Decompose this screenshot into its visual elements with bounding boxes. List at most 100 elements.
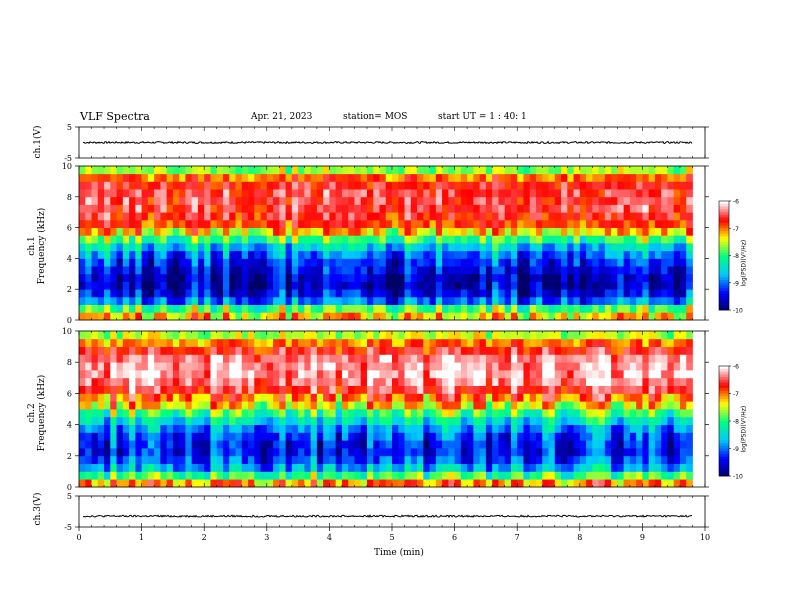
spectrogram-cell [648, 331, 656, 340]
spectrogram-cell [304, 385, 312, 394]
spectrogram-cell [504, 338, 512, 347]
spectrogram-cell [273, 281, 280, 290]
spectrogram-cell [586, 424, 593, 433]
spectrogram-cell [617, 250, 625, 259]
spectrogram-cell [398, 455, 405, 464]
spectrogram-cell [617, 440, 625, 449]
spectrogram-cell [360, 401, 368, 410]
spectrogram-cell [366, 304, 374, 313]
spectrogram-cell [191, 338, 199, 347]
spectrogram-cell [542, 362, 549, 371]
spectrogram-cell [586, 362, 593, 371]
spectrogram-cell [116, 393, 124, 402]
spectrogram-cell [517, 370, 524, 379]
spectrogram-cell [573, 173, 581, 182]
spectrogram-cell [147, 455, 155, 464]
spectrogram-cell [517, 432, 524, 441]
spectrogram-cell [467, 401, 474, 410]
spectrogram-cell [442, 281, 449, 290]
spectrogram-cell [229, 243, 236, 252]
spectrogram-cell [473, 173, 481, 182]
spectrogram-cell [341, 409, 349, 418]
spectrogram-cell [197, 219, 205, 228]
spectrogram-cell [141, 377, 149, 386]
spectrogram-cell [310, 455, 318, 464]
spectrogram-cell [354, 189, 362, 198]
spectrogram-cell [310, 289, 318, 298]
spectrogram-cell [248, 479, 255, 488]
spectrogram-cell [529, 338, 537, 347]
spectrogram-cell [329, 258, 337, 267]
spectrogram-cell [323, 312, 330, 321]
spectrogram-cell [498, 181, 506, 190]
spectrogram-cell [204, 273, 211, 282]
spectrogram-cell [598, 289, 606, 298]
spectrogram-cell [360, 289, 368, 298]
spectrogram-cell [429, 250, 437, 259]
spectrogram-cell [216, 455, 224, 464]
spectrogram-cell [323, 289, 330, 298]
spectrogram-cell [248, 312, 255, 321]
spectrogram-cell [191, 212, 199, 221]
spectrogram-cell [667, 440, 675, 449]
spectrogram-cell [523, 235, 531, 244]
spectrogram-cell [304, 189, 312, 198]
spectrogram-cell [435, 479, 443, 488]
colorbar-segment [719, 217, 729, 221]
spectrogram-cell [385, 448, 393, 457]
spectrogram-cell [154, 289, 161, 298]
spectrogram-cell [517, 471, 524, 480]
spectrogram-cell [467, 455, 474, 464]
spectrogram-cell [160, 173, 168, 182]
spectrogram-cell [273, 227, 280, 236]
spectrogram-cell [341, 273, 349, 282]
spectrogram-cell [504, 346, 512, 355]
spectrogram-cell [654, 377, 662, 386]
spectrogram-cell [473, 331, 481, 340]
spectrogram-cell [373, 312, 380, 321]
spectrogram-cell [79, 273, 86, 282]
spectrogram-cell [135, 296, 142, 305]
spectrogram-cell [373, 346, 380, 355]
spectrogram-cell [429, 166, 437, 175]
spectrogram-cell [648, 250, 656, 259]
spectrogram-cell [617, 471, 625, 480]
spectrogram-cell [360, 393, 368, 402]
spectrogram-cell [197, 266, 205, 275]
spectrogram-cell [254, 354, 261, 363]
y-tick-label: -5 [64, 523, 72, 532]
spectrogram-cell [366, 409, 374, 418]
spectrogram-cell [79, 227, 86, 236]
spectrogram-cell [379, 362, 387, 371]
spectrogram-cell [304, 266, 312, 275]
spectrogram-cell [498, 273, 506, 282]
spectrogram-cell [611, 377, 618, 386]
spectrogram-cell [498, 385, 506, 394]
spectrogram-cell [122, 338, 130, 347]
spectrogram-cell [629, 463, 637, 472]
spectrogram-cell [366, 448, 374, 457]
spectrogram-cell [285, 312, 293, 321]
spectrogram-cell [592, 196, 599, 205]
spectrogram-cell [679, 432, 687, 441]
spectrogram-cell [661, 196, 668, 205]
spectrogram-cell [97, 304, 105, 313]
spectrogram-cell [604, 440, 612, 449]
spectrogram-cell [222, 273, 230, 282]
spectrogram-cell [248, 354, 255, 363]
spectrogram-cell [341, 471, 349, 480]
spectrogram-cell [548, 354, 556, 363]
spectrogram-cell [642, 455, 650, 464]
spectrogram-cell [304, 250, 312, 259]
colorbar-segment [719, 228, 729, 232]
spectrogram-cell [592, 189, 599, 198]
spectrogram-cell [661, 370, 668, 379]
spectrogram-cell [379, 266, 387, 275]
spectrogram-cell [154, 346, 161, 355]
colorbar-segment [719, 410, 729, 414]
spectrogram-cell [254, 196, 261, 205]
spectrogram-cell [191, 401, 199, 410]
spectrogram-cell [567, 266, 574, 275]
spectrogram-cell [335, 362, 343, 371]
spectrogram-cell [498, 370, 506, 379]
